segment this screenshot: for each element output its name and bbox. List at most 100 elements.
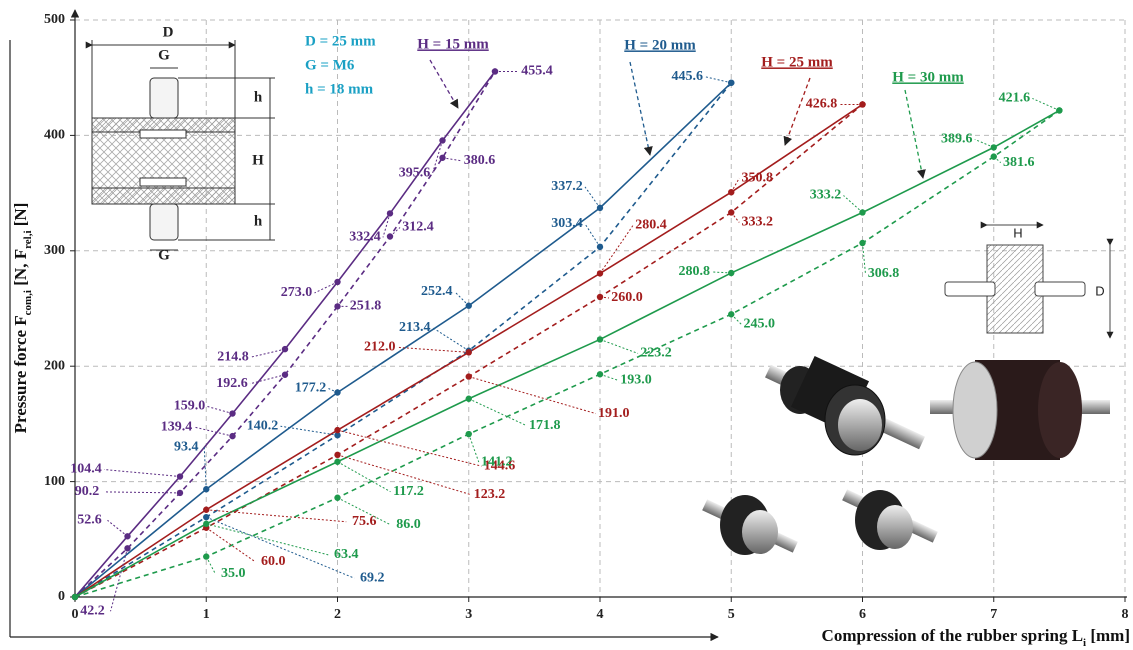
- data-label: 117.2: [393, 484, 424, 499]
- leader-line: [250, 375, 285, 384]
- data-point: [466, 431, 472, 437]
- leader-line: [206, 528, 255, 562]
- x-tick-label: 8: [1122, 607, 1129, 622]
- diagram-label: G: [158, 47, 170, 63]
- diagram-label: h: [254, 213, 263, 229]
- x-tick-label: 1: [203, 607, 210, 622]
- x-tick-label: 2: [334, 607, 341, 622]
- y-tick-label: 0: [58, 589, 65, 604]
- leader-line: [206, 524, 328, 555]
- drawing-label: D: [1095, 283, 1104, 298]
- leader-line: [433, 328, 469, 351]
- data-label: 177.2: [295, 381, 327, 396]
- data-label: 90.2: [75, 484, 100, 499]
- data-point: [334, 495, 340, 501]
- diagram-label: h: [254, 89, 263, 105]
- leader-line: [585, 187, 600, 208]
- x-tick-label: 5: [728, 607, 735, 622]
- spring-diagram: [92, 40, 275, 250]
- data-label: 280.4: [635, 218, 667, 233]
- spec-text: G = M6: [305, 57, 355, 73]
- grid: [75, 20, 1125, 597]
- data-label: 303.4: [551, 216, 583, 231]
- data-label: 260.0: [611, 290, 643, 305]
- spec-text: D = 25 mm: [305, 33, 376, 49]
- data-label: 42.2: [80, 604, 105, 619]
- axis-label-part: com,i: [22, 290, 34, 315]
- data-point: [282, 372, 288, 378]
- data-point: [1056, 107, 1062, 113]
- data-label: 60.0: [261, 554, 286, 569]
- data-label: 140.2: [247, 418, 279, 433]
- leader-line: [338, 462, 391, 492]
- data-label: 75.6: [352, 514, 377, 529]
- data-label: 192.6: [216, 376, 248, 391]
- data-label: 171.8: [529, 418, 561, 433]
- y-tick-label: 100: [44, 474, 65, 489]
- x-tick-label: 7: [990, 607, 997, 622]
- data-label: 337.2: [551, 179, 583, 194]
- data-label: 104.4: [70, 462, 102, 477]
- data-label: 333.2: [742, 215, 774, 230]
- data-label: 191.0: [598, 406, 630, 421]
- annotation: H = 20 mm: [624, 37, 696, 53]
- data-point: [334, 459, 340, 465]
- axis-label-part: [N]: [11, 203, 30, 231]
- leader-line: [105, 492, 180, 493]
- data-label: 381.6: [1003, 155, 1035, 170]
- annotation: H = 15 mm: [417, 36, 489, 52]
- data-label: 69.2: [360, 570, 385, 585]
- x-tick-label: 0: [72, 607, 79, 622]
- data-label: 312.4: [402, 220, 434, 235]
- y-tick-label: 500: [44, 12, 65, 27]
- axis-label-part: Pressure force F: [11, 315, 30, 433]
- data-label: 159.0: [174, 399, 206, 414]
- data-point: [859, 101, 865, 107]
- axis-label-part: [mm]: [1086, 626, 1130, 645]
- spec-text: h = 18 mm: [305, 81, 374, 97]
- data-label: 193.0: [620, 372, 652, 387]
- data-label: 123.2: [474, 487, 506, 502]
- data-label: 426.8: [806, 97, 838, 112]
- leader-line: [600, 225, 633, 273]
- data-label: 252.4: [421, 284, 453, 299]
- leader-line: [338, 430, 482, 466]
- diagram-label: D: [163, 24, 174, 40]
- data-label: 212.0: [364, 340, 396, 355]
- y-axis-label: Pressure force Fcom,i [N, Frel,i [N]: [11, 203, 34, 434]
- data-label: 93.4: [174, 439, 199, 454]
- chart: D G h H h G D = 25 mm G = M6 h = 18 mm H…: [0, 0, 1133, 650]
- leader-line: [281, 426, 338, 435]
- axis-label-part: rel,i: [22, 230, 34, 248]
- annotation: H = 25 mm: [761, 54, 833, 70]
- data-point: [728, 80, 734, 86]
- data-label: 139.4: [161, 419, 193, 434]
- small-drawing: [945, 225, 1110, 338]
- data-label: 389.6: [941, 132, 973, 147]
- leader-line: [111, 548, 128, 611]
- data-label: 455.4: [521, 64, 553, 79]
- y-tick-label: 300: [44, 243, 65, 258]
- data-label: 421.6: [999, 91, 1031, 106]
- data-label: 445.6: [672, 69, 704, 84]
- leader-line: [731, 212, 739, 222]
- data-label: 350.8: [742, 170, 774, 185]
- leader-line: [208, 407, 233, 414]
- data-label: 63.4: [334, 547, 359, 562]
- data-label: 245.0: [744, 316, 776, 331]
- y-tick-label: 200: [44, 358, 65, 373]
- data-label: 86.0: [396, 517, 421, 532]
- data-label: 35.0: [221, 566, 246, 581]
- data-point: [72, 594, 78, 600]
- axis-label-part: Compression of the rubber spring L: [822, 626, 1083, 645]
- data-label: 332.4: [349, 230, 381, 245]
- data-label: 306.8: [868, 266, 900, 281]
- leader-line: [104, 470, 180, 477]
- leader-line: [600, 339, 638, 353]
- data-point: [597, 294, 603, 300]
- data-point: [203, 507, 209, 513]
- axis-label-part: [N, F: [11, 249, 30, 290]
- y-tick-label: 400: [44, 128, 65, 143]
- diagram-label: H: [252, 152, 264, 168]
- data-label: 213.4: [399, 320, 431, 335]
